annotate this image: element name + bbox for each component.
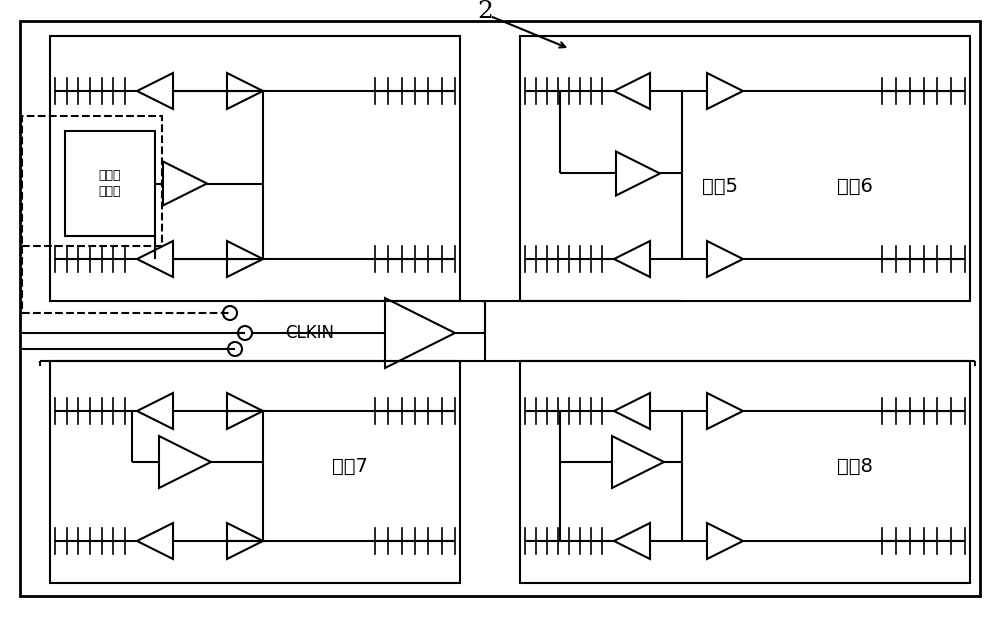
Text: 裸片7: 裸片7: [332, 456, 368, 476]
Text: 裸片6: 裸片6: [837, 176, 873, 196]
Text: 裸片5: 裸片5: [702, 176, 738, 196]
Text: CLKIN: CLKIN: [285, 324, 334, 342]
Text: 2: 2: [477, 0, 493, 22]
Text: 裸片8: 裸片8: [837, 456, 873, 476]
Text: 时钟产
生模块: 时钟产 生模块: [99, 169, 121, 198]
